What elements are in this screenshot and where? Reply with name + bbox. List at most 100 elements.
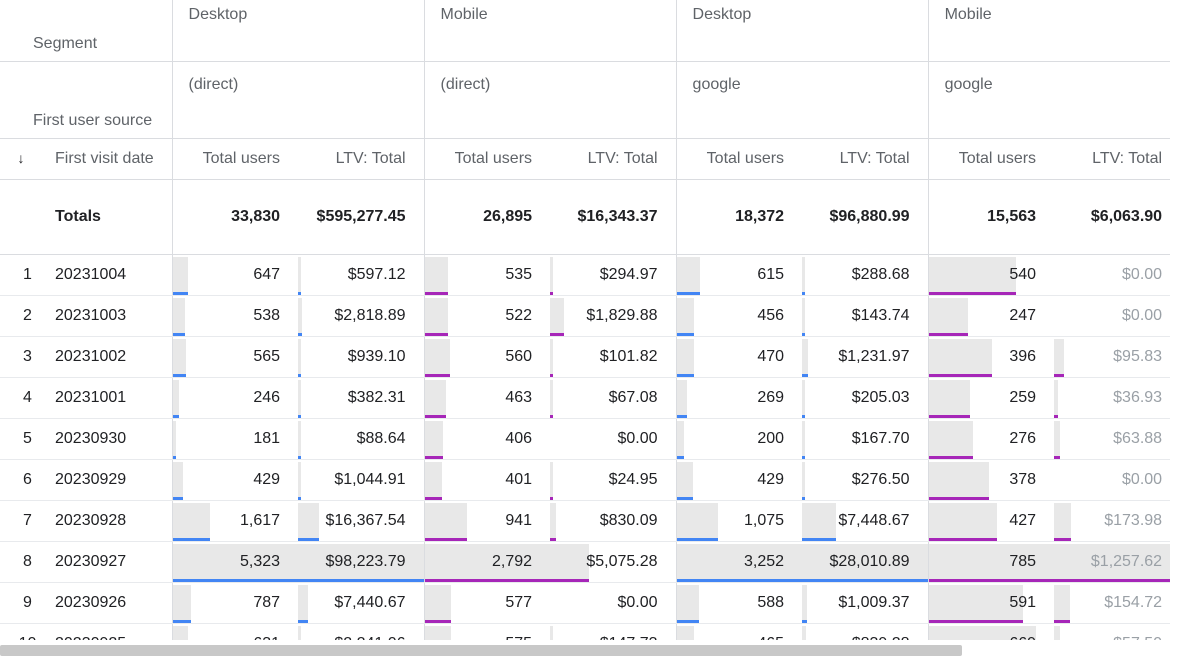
metric-cell[interactable]: 591	[927, 582, 1055, 624]
sort-down-arrow-icon[interactable]: ↓	[17, 150, 25, 166]
metric-header[interactable]: LTV: Total	[1054, 138, 1170, 180]
metric-cell[interactable]: $28,010.89	[802, 541, 929, 583]
source-google-1[interactable]: google	[675, 61, 929, 139]
metric-cell[interactable]: $7,440.67	[298, 582, 425, 624]
metric-cell[interactable]: $24.95	[550, 459, 677, 501]
metric-header[interactable]: LTV: Total	[802, 138, 929, 180]
metric-cell[interactable]: $101.82	[550, 336, 677, 378]
first-visit-date[interactable]: 20230928	[55, 500, 173, 542]
metric-cell[interactable]: $839.28	[802, 623, 929, 640]
segment-mobile-2[interactable]: Mobile	[927, 0, 1170, 62]
metric-cell[interactable]: 535	[423, 254, 551, 296]
sort-cell[interactable]: ↓	[0, 138, 55, 180]
metric-cell[interactable]: 1,617	[171, 500, 299, 542]
metric-cell[interactable]: 181	[171, 418, 299, 460]
metric-cell[interactable]: 463	[423, 377, 551, 419]
metric-cell[interactable]: 560	[423, 336, 551, 378]
first-visit-date[interactable]: 20231002	[55, 336, 173, 378]
metric-cell[interactable]: 577	[423, 582, 551, 624]
source-google-2[interactable]: google	[927, 61, 1170, 139]
first-visit-date[interactable]: 20230926	[55, 582, 173, 624]
metric-cell[interactable]: $16,367.54	[298, 500, 425, 542]
first-visit-date[interactable]: 20230930	[55, 418, 173, 460]
metric-cell[interactable]: 465	[675, 623, 803, 640]
metric-cell[interactable]: $98,223.79	[298, 541, 425, 583]
metric-cell[interactable]: 2,792	[423, 541, 551, 583]
metric-cell[interactable]: 429	[675, 459, 803, 501]
horizontal-scrollbar[interactable]	[0, 645, 962, 656]
metric-cell[interactable]: 5,323	[171, 541, 299, 583]
metric-cell[interactable]: 787	[171, 582, 299, 624]
metric-cell[interactable]: $143.74	[802, 295, 929, 337]
metric-header[interactable]: Total users	[171, 138, 299, 180]
metric-cell[interactable]: $67.08	[550, 377, 677, 419]
metric-cell[interactable]: 1,075	[675, 500, 803, 542]
metric-cell[interactable]: $939.10	[298, 336, 425, 378]
metric-cell[interactable]: 669	[927, 623, 1055, 640]
metric-header[interactable]: Total users	[675, 138, 803, 180]
first-visit-date[interactable]: 20230929	[55, 459, 173, 501]
metric-cell[interactable]: $288.68	[802, 254, 929, 296]
first-visit-date[interactable]: 20231001	[55, 377, 173, 419]
metric-cell[interactable]: 615	[675, 254, 803, 296]
metric-cell[interactable]: $1,231.97	[802, 336, 929, 378]
metric-cell[interactable]: $173.98	[1054, 500, 1170, 542]
metric-cell[interactable]: $205.03	[802, 377, 929, 419]
metric-cell[interactable]: $154.72	[1054, 582, 1170, 624]
metric-cell[interactable]: $63.88	[1054, 418, 1170, 460]
metric-cell[interactable]: 785	[927, 541, 1055, 583]
metric-cell[interactable]: 406	[423, 418, 551, 460]
segment-mobile-1[interactable]: Mobile	[423, 0, 677, 62]
metric-cell[interactable]: $88.64	[298, 418, 425, 460]
metric-cell[interactable]: $2,241.06	[298, 623, 425, 640]
metric-cell[interactable]: 522	[423, 295, 551, 337]
metric-cell[interactable]: 538	[171, 295, 299, 337]
metric-cell[interactable]: 427	[927, 500, 1055, 542]
metric-cell[interactable]: 401	[423, 459, 551, 501]
metric-header[interactable]: LTV: Total	[550, 138, 677, 180]
first-visit-date[interactable]: 20231003	[55, 295, 173, 337]
metric-cell[interactable]: $276.50	[802, 459, 929, 501]
metric-cell[interactable]: 941	[423, 500, 551, 542]
metric-cell[interactable]: $382.31	[298, 377, 425, 419]
metric-cell[interactable]: $5,075.28	[550, 541, 677, 583]
first-visit-date[interactable]: 20230925	[55, 623, 173, 640]
metric-cell[interactable]: $1,257.62	[1054, 541, 1170, 583]
metric-cell[interactable]: $1,829.88	[550, 295, 677, 337]
metric-header[interactable]: LTV: Total	[298, 138, 425, 180]
metric-cell[interactable]: 378	[927, 459, 1055, 501]
metric-cell[interactable]: 200	[675, 418, 803, 460]
metric-cell[interactable]: $0.00	[1054, 254, 1170, 296]
metric-cell[interactable]: 259	[927, 377, 1055, 419]
metric-cell[interactable]: 276	[927, 418, 1055, 460]
metric-cell[interactable]: 247	[927, 295, 1055, 337]
metric-cell[interactable]: 269	[675, 377, 803, 419]
metric-cell[interactable]: 565	[171, 336, 299, 378]
metric-cell[interactable]: $1,044.91	[298, 459, 425, 501]
metric-cell[interactable]: 540	[927, 254, 1055, 296]
metric-cell[interactable]: $2,818.89	[298, 295, 425, 337]
metric-header[interactable]: Total users	[927, 138, 1055, 180]
metric-cell[interactable]: $7,448.67	[802, 500, 929, 542]
metric-header[interactable]: Total users	[423, 138, 551, 180]
metric-cell[interactable]: 631	[171, 623, 299, 640]
first-visit-date[interactable]: 20230927	[55, 541, 173, 583]
metric-cell[interactable]: $95.83	[1054, 336, 1170, 378]
metric-cell[interactable]: $0.00	[1054, 459, 1170, 501]
metric-cell[interactable]: 396	[927, 336, 1055, 378]
metric-cell[interactable]: 470	[675, 336, 803, 378]
metric-cell[interactable]: 575	[423, 623, 551, 640]
metric-cell[interactable]: 429	[171, 459, 299, 501]
metric-cell[interactable]: 3,252	[675, 541, 803, 583]
metric-cell[interactable]: 246	[171, 377, 299, 419]
first-visit-date[interactable]: 20231004	[55, 254, 173, 296]
metric-cell[interactable]: 647	[171, 254, 299, 296]
metric-cell[interactable]: $0.00	[1054, 295, 1170, 337]
segment-desktop-2[interactable]: Desktop	[675, 0, 929, 62]
metric-cell[interactable]: $830.09	[550, 500, 677, 542]
metric-cell[interactable]: 456	[675, 295, 803, 337]
metric-cell[interactable]: $597.12	[298, 254, 425, 296]
metric-cell[interactable]: $57.50	[1054, 623, 1170, 640]
source-direct-2[interactable]: (direct)	[423, 61, 677, 139]
metric-cell[interactable]: $36.93	[1054, 377, 1170, 419]
